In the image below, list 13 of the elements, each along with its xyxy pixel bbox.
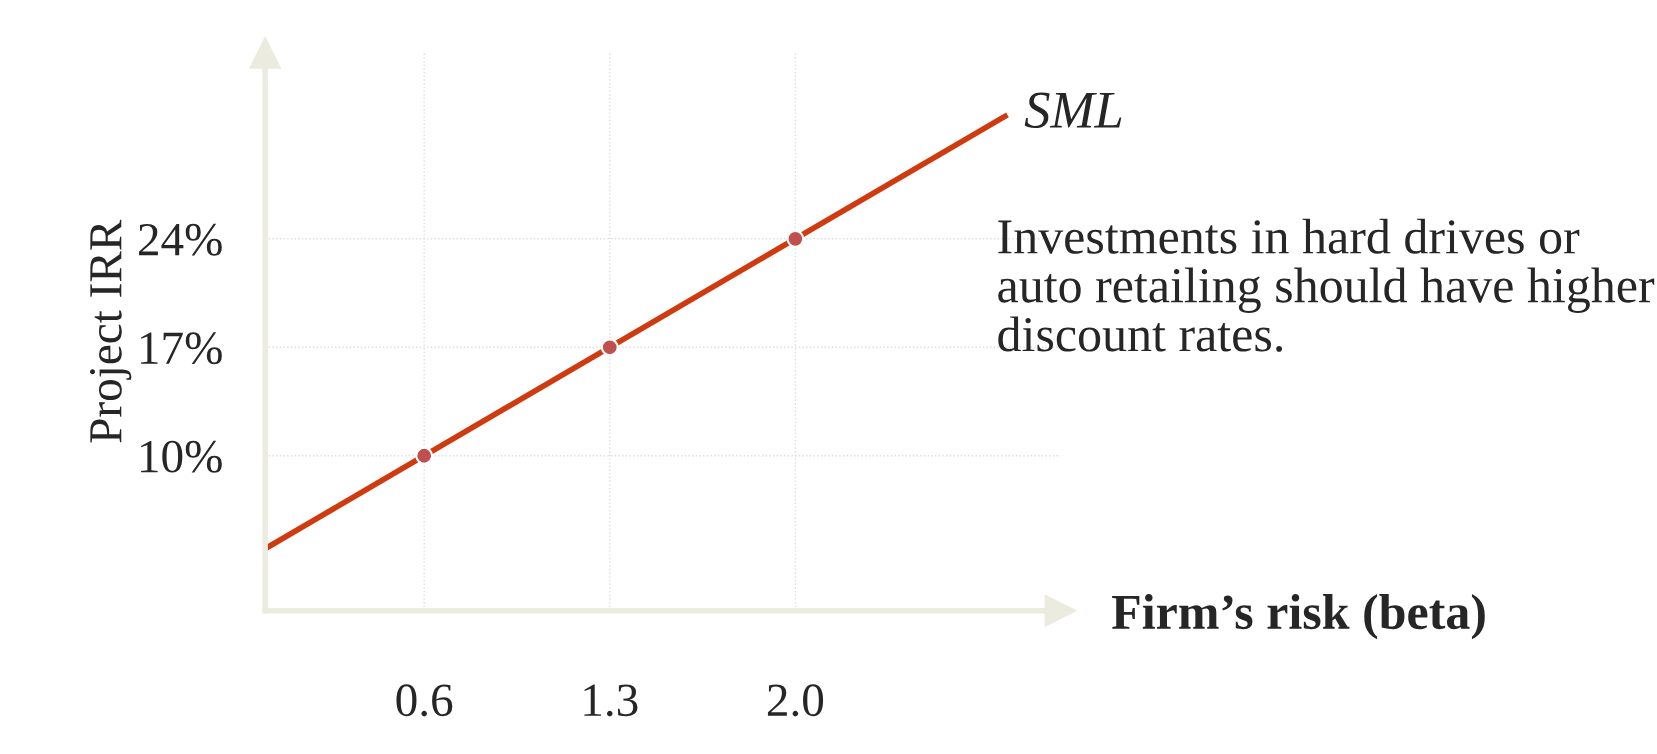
point [786,229,805,248]
point [415,446,434,465]
y-axis-title: Project IRR [90,219,132,443]
y-tick-label: 24% [138,223,222,256]
x-tick-label: 2.0 [767,684,824,717]
x-tick-label: 1.3 [584,684,638,717]
annotation: Investments in hard drives or auto retailing should have higher discount rates. [998,218,1655,352]
series-label: SML [1024,92,1122,128]
y-tick-label: 17% [141,332,222,365]
x-tick-label: 0.6 [396,684,453,717]
point [600,338,619,357]
x-axis-title: Firm’s risk (beta) [1112,594,1485,640]
y-tick-label: 10% [141,440,222,473]
